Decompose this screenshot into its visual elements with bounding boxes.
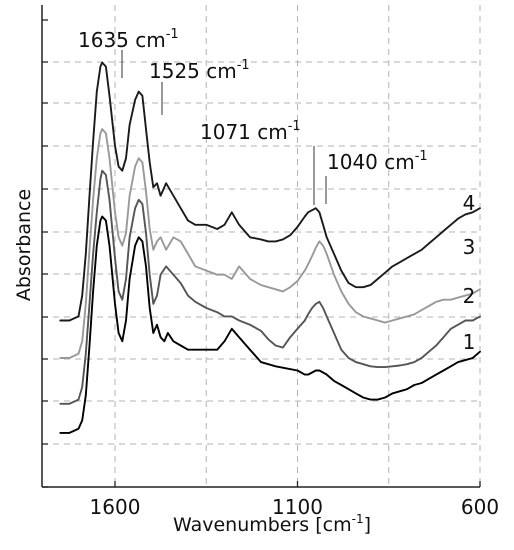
- series-label-2: 2: [463, 284, 476, 308]
- series-line-4: [59, 61, 481, 322]
- x-tick-label-2: 600: [461, 495, 499, 519]
- series-line-3: [59, 128, 481, 359]
- axes: 1600 1100 600: [41, 5, 499, 519]
- y-axis-title: Absorbance: [13, 189, 35, 301]
- peak-label-1071: 1071 cm-1: [200, 119, 301, 144]
- labels: 1 2 3 4 1635 cm-1 1525 cm-1 1071 cm-1 1040 cm-1…: [13, 27, 475, 536]
- series-line-1: [59, 215, 481, 434]
- peak-label-1525: 1525 cm-1: [149, 58, 250, 83]
- x-tick-label-1: 1100: [272, 495, 323, 519]
- series-label-4: 4: [463, 191, 476, 215]
- series-line-2: [59, 169, 481, 405]
- x-axis-title: Wavenumbers [cm-1]: [173, 512, 371, 536]
- x-tick-label-0: 1600: [90, 495, 141, 519]
- series-label-1: 1: [463, 330, 476, 354]
- peak-label-1635: 1635 cm-1: [78, 27, 179, 52]
- series-label-3: 3: [463, 235, 476, 259]
- series-layer: [59, 61, 481, 434]
- peak-label-1040: 1040 cm-1: [327, 149, 428, 174]
